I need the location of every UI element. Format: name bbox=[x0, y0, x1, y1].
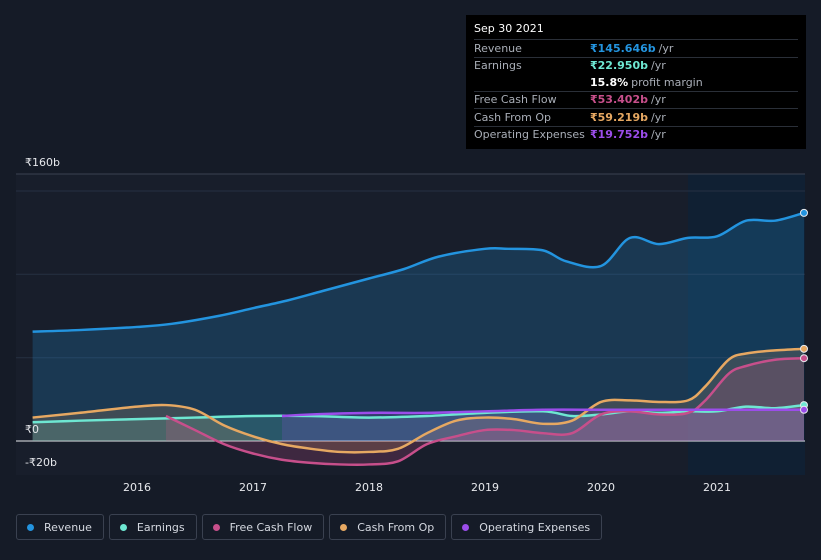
legend-label: Free Cash Flow bbox=[229, 520, 313, 534]
operating-expenses-line bbox=[281, 408, 805, 418]
tooltip-unit: profit margin bbox=[631, 75, 703, 89]
tooltip-label: Cash From Op bbox=[474, 110, 552, 124]
legend-item-earnings[interactable]: Earnings bbox=[108, 514, 197, 540]
legend-label: Cash From Op bbox=[357, 520, 435, 534]
tooltip-label: Revenue bbox=[474, 41, 522, 55]
legend-label: Operating Expenses bbox=[479, 520, 591, 534]
tooltip-value: ₹53.402b bbox=[590, 93, 648, 107]
free-cash-flow-end-point bbox=[800, 354, 808, 363]
legend-item-cash-from-op[interactable]: Cash From Op bbox=[329, 514, 447, 540]
tooltip-value: 15.8% bbox=[590, 75, 629, 89]
y-axis-zero-label: ₹0 bbox=[25, 423, 39, 436]
forecast-region-background bbox=[688, 174, 805, 475]
legend-item-operating-expenses[interactable]: Operating Expenses bbox=[451, 514, 603, 540]
legend-dot-icon bbox=[340, 523, 348, 531]
operating-expenses-end-point bbox=[800, 405, 808, 414]
operating-expenses-area bbox=[282, 409, 804, 441]
tooltip-unit: /yr bbox=[658, 41, 674, 55]
tooltip-label: Free Cash Flow bbox=[474, 93, 557, 107]
past-region-background bbox=[16, 174, 688, 475]
tooltip-row-cash-from-op: Cash From Op ₹59.219b /yr bbox=[474, 108, 798, 126]
revenue-end-point bbox=[800, 208, 808, 217]
tooltip-value: ₹59.219b bbox=[590, 110, 648, 124]
tooltip-row-revenue: Revenue ₹145.646b /yr bbox=[474, 39, 798, 57]
free-cash-flow-area bbox=[166, 358, 804, 465]
y-axis-bottom-label: -₹20b bbox=[25, 456, 57, 469]
earnings-line bbox=[32, 403, 805, 424]
x-tick-label: 2019 bbox=[471, 481, 499, 494]
legend-item-revenue[interactable]: Revenue bbox=[16, 514, 104, 540]
cash-from-op-line bbox=[32, 347, 805, 454]
tooltip-value: ₹145.646b bbox=[590, 41, 656, 55]
legend-dot-icon bbox=[212, 523, 220, 531]
revenue-line bbox=[32, 211, 805, 333]
tooltip-row-earnings: Earnings ₹22.950b /yr bbox=[474, 56, 798, 75]
tooltip: Sep 30 2021 Revenue ₹145.646b /yr Earnin… bbox=[466, 15, 806, 149]
x-tick-label: 2021 bbox=[703, 481, 731, 494]
tooltip-row-free-cash-flow: Free Cash Flow ₹53.402b /yr bbox=[474, 90, 798, 109]
y-axis-top-label: ₹160b bbox=[25, 156, 60, 169]
revenue-area bbox=[32, 212, 805, 441]
tooltip-label: Earnings bbox=[474, 59, 522, 73]
legend-label: Earnings bbox=[136, 520, 185, 534]
legend-dot-icon bbox=[27, 523, 34, 531]
tooltip-row-profit-margin: 15.8% profit margin bbox=[474, 74, 798, 91]
legend-label: Revenue bbox=[44, 520, 92, 534]
tooltip-value: ₹22.950b bbox=[590, 59, 648, 73]
chart-plot-area: 2016 2017 2018 2019 2020 2021 bbox=[16, 173, 808, 494]
tooltip-unit: /yr bbox=[650, 128, 666, 142]
tooltip-unit: /yr bbox=[650, 59, 666, 73]
cash-from-op-end-point bbox=[800, 344, 808, 353]
x-tick-label: 2016 bbox=[123, 481, 151, 494]
tooltip-label: Operating Expenses bbox=[474, 128, 585, 142]
legend: Revenue Earnings Free Cash Flow Cash Fro… bbox=[16, 514, 603, 542]
x-tick-label: 2017 bbox=[239, 481, 267, 494]
tooltip-unit: /yr bbox=[650, 93, 666, 107]
free-cash-flow-line bbox=[165, 356, 805, 466]
tooltip-row-operating-expenses: Operating Expenses ₹19.752b /yr bbox=[474, 125, 798, 144]
legend-dot-icon bbox=[462, 523, 470, 531]
tooltip-date: Sep 30 2021 bbox=[474, 22, 544, 35]
x-tick-label: 2020 bbox=[587, 481, 615, 494]
tooltip-value: ₹19.752b bbox=[590, 128, 648, 142]
legend-dot-icon bbox=[119, 523, 127, 531]
x-tick-label: 2018 bbox=[355, 481, 383, 494]
legend-item-free-cash-flow[interactable]: Free Cash Flow bbox=[201, 514, 325, 540]
tooltip-unit: /yr bbox=[650, 110, 666, 124]
